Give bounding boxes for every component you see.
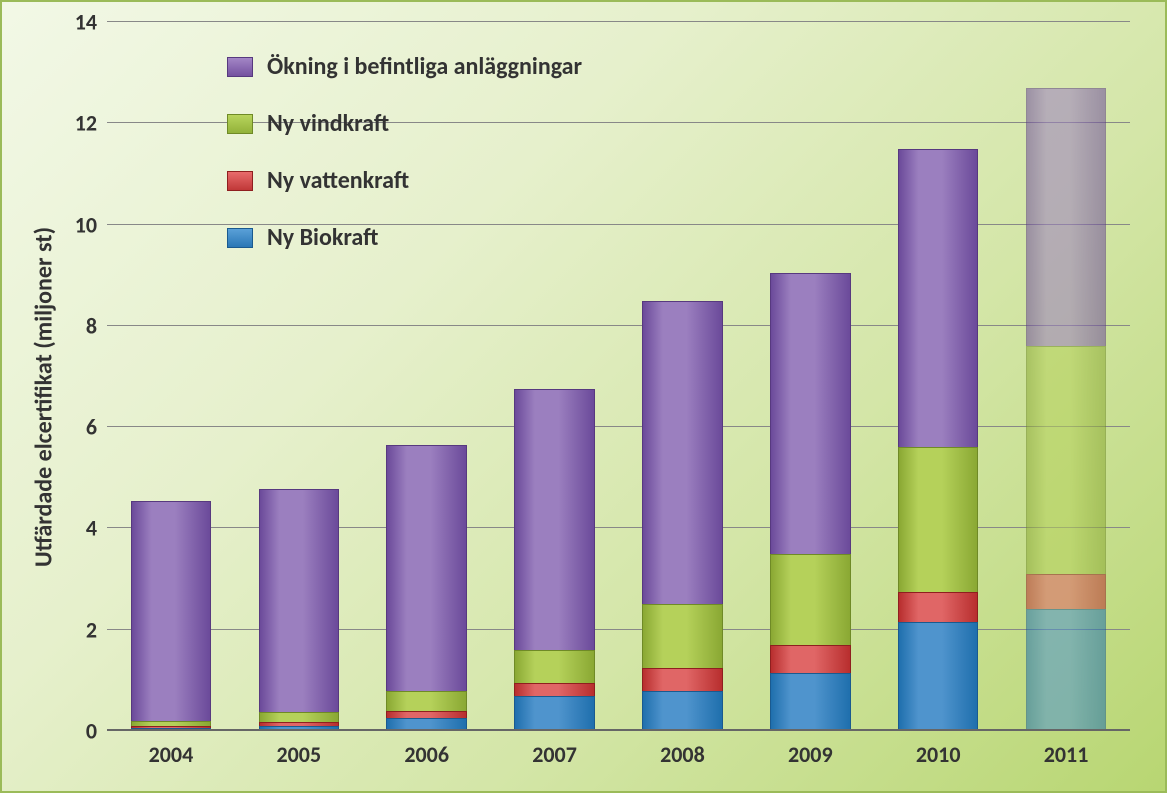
bar-segment-ny_biokraft [898,622,979,731]
x-tick-label: 2010 [916,731,961,768]
y-axis-title: Utfärdade elcertifikat (miljoner st) [30,226,59,566]
plot-area: Ökning i befintliga anläggningar Ny vindk… [107,22,1130,731]
bar-segment-okning_befintliga [386,445,467,691]
legend-label: Ny vattenkraft [267,166,409,195]
bar-segment-ny_vindkraft [1026,346,1107,574]
legend-swatch [227,114,253,134]
chart-container: Utfärdade elcertifikat (miljoner st) Ökn… [0,0,1167,793]
bar-segment-okning_befintliga [642,301,723,605]
x-tick-label: 2011 [1044,731,1089,768]
bar-segment-ny_vattenkraft [898,592,979,622]
bar-segment-okning_befintliga [259,489,340,712]
bar-segment-ny_vindkraft [642,604,723,667]
x-tick-label: 2009 [788,731,833,768]
bar-group [770,22,851,731]
bar-segment-okning_befintliga [1026,88,1107,346]
bar-segment-ny_vindkraft [386,691,467,711]
x-tick-label: 2007 [532,731,577,768]
bar-segment-ny_vattenkraft [770,645,851,673]
bar-segment-ny_vattenkraft [642,668,723,691]
bar-group [131,22,212,731]
x-tick-label: 2008 [660,731,705,768]
bar-segment-ny_biokraft [1026,609,1107,731]
y-tick-label: 14 [75,9,107,36]
bar-segment-ny_vindkraft [770,554,851,645]
bar-segment-ny_vindkraft [131,721,212,726]
legend-label: Ökning i befintliga anläggningar [267,52,582,81]
bar-segment-ny_vindkraft [898,447,979,591]
bar-segment-ny_biokraft [514,696,595,731]
bar-segment-okning_befintliga [514,389,595,650]
bar-group [1026,22,1107,731]
y-tick-label: 4 [86,515,107,542]
x-tick-label: 2006 [404,731,449,768]
bar-segment-okning_befintliga [898,149,979,448]
y-tick-label: 12 [75,110,107,137]
legend-swatch [227,171,253,191]
bar-segment-ny_vattenkraft [386,711,467,719]
x-tick-label: 2004 [149,731,194,768]
bar-segment-ny_vattenkraft [259,722,340,726]
bar-segment-okning_befintliga [770,273,851,554]
bar-group [642,22,723,731]
bar-segment-ny_biokraft [770,673,851,731]
y-tick-label: 6 [86,414,107,441]
legend-item-okning_befintliga: Ökning i befintliga anläggningar [227,52,582,81]
y-tick-label: 0 [86,718,107,745]
x-axis-line [107,729,1130,731]
y-tick-label: 10 [75,211,107,238]
bar-segment-ny_vindkraft [514,650,595,683]
y-tick-label: 2 [86,616,107,643]
legend-item-ny_biokraft: Ny Biokraft [227,223,582,252]
bar-group [898,22,979,731]
legend-item-ny_vindkraft: Ny vindkraft [227,109,582,138]
bar-segment-ny_vindkraft [259,712,340,722]
legend-swatch [227,57,253,77]
legend-swatch [227,228,253,248]
bar-segment-ny_biokraft [642,691,723,732]
legend: Ökning i befintliga anläggningar Ny vindk… [227,52,582,280]
x-tick-label: 2005 [277,731,322,768]
y-tick-label: 8 [86,312,107,339]
legend-label: Ny vindkraft [267,109,389,138]
bar-segment-ny_vattenkraft [514,683,595,696]
legend-item-ny_vattenkraft: Ny vattenkraft [227,166,582,195]
bar-segment-ny_vattenkraft [1026,574,1107,609]
legend-label: Ny Biokraft [267,223,378,252]
bar-segment-okning_befintliga [131,501,212,721]
